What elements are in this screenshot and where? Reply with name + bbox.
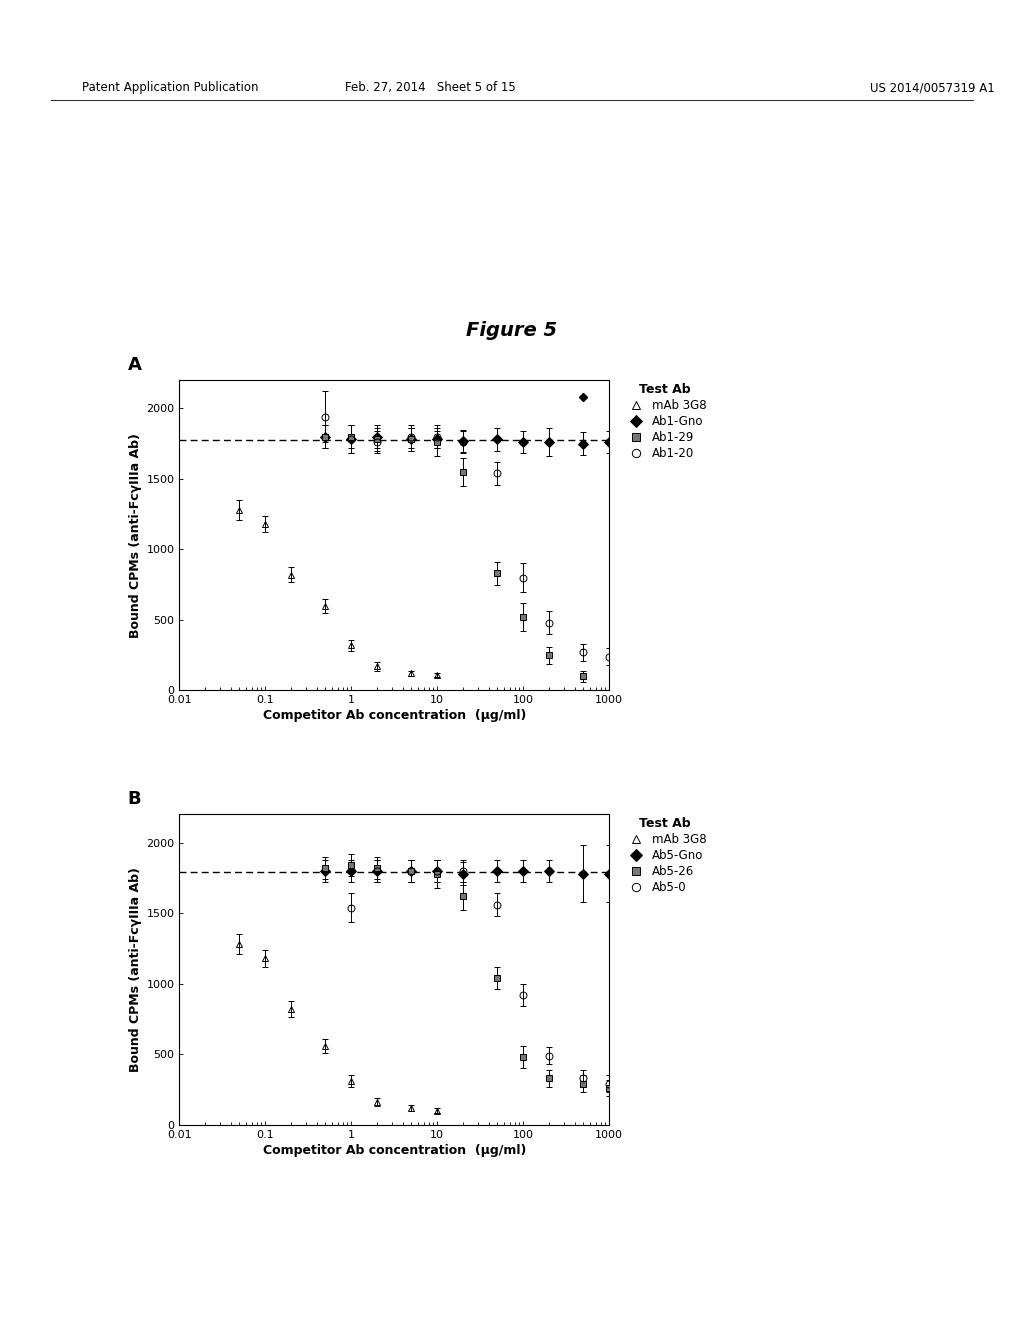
Text: Patent Application Publication: Patent Application Publication bbox=[82, 82, 258, 95]
X-axis label: Competitor Ab concentration  (μg/ml): Competitor Ab concentration (μg/ml) bbox=[262, 1143, 526, 1156]
Legend: mAb 3G8, Ab5-Gno, Ab5-26, Ab5-0: mAb 3G8, Ab5-Gno, Ab5-26, Ab5-0 bbox=[624, 817, 707, 894]
Text: A: A bbox=[128, 356, 141, 374]
Text: B: B bbox=[128, 791, 141, 808]
X-axis label: Competitor Ab concentration  (μg/ml): Competitor Ab concentration (μg/ml) bbox=[262, 709, 526, 722]
Text: Figure 5: Figure 5 bbox=[467, 321, 557, 339]
Y-axis label: Bound CPMs (anti-FcγIIIa Ab): Bound CPMs (anti-FcγIIIa Ab) bbox=[129, 433, 142, 638]
Text: Feb. 27, 2014   Sheet 5 of 15: Feb. 27, 2014 Sheet 5 of 15 bbox=[345, 82, 515, 95]
Y-axis label: Bound CPMs (anti-FcγIIIa Ab): Bound CPMs (anti-FcγIIIa Ab) bbox=[129, 867, 142, 1072]
Text: US 2014/0057319 A1: US 2014/0057319 A1 bbox=[870, 82, 995, 95]
Legend: mAb 3G8, Ab1-Gno, Ab1-29, Ab1-20: mAb 3G8, Ab1-Gno, Ab1-29, Ab1-20 bbox=[624, 383, 707, 459]
